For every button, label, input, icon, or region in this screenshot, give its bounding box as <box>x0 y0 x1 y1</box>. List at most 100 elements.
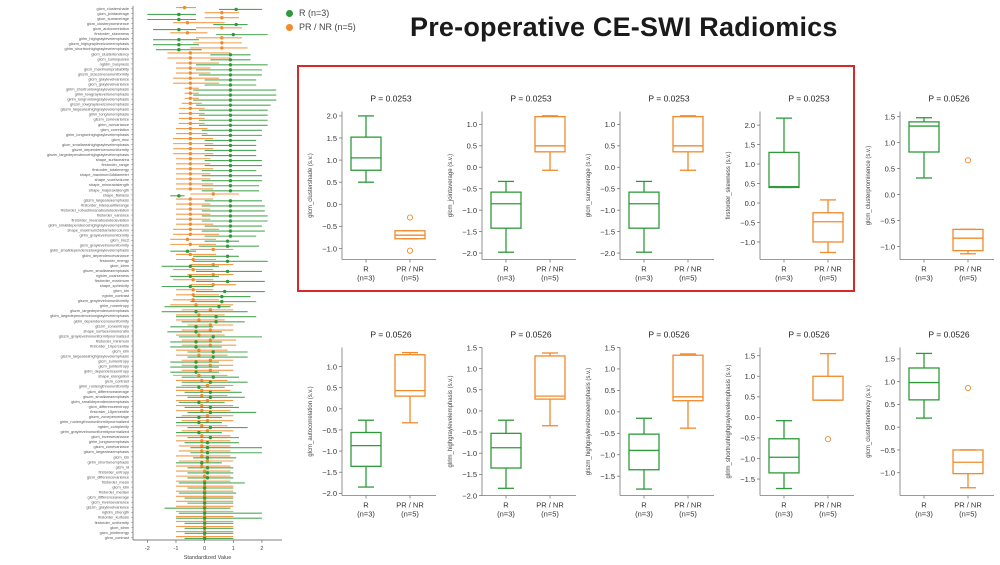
forest-point-r <box>228 219 233 223</box>
x-tick-label: PR / NR <box>396 501 424 510</box>
forest-point-r <box>202 526 207 531</box>
forest-row: glszm_graylevelvariance <box>86 504 234 510</box>
forest-feature-label: glcm_smallareahighgraylevelemphasis <box>62 142 129 147</box>
forest-point-r <box>202 521 207 525</box>
forest-feature-label: firstorder_15percentile <box>90 409 129 414</box>
forest-point-r <box>214 320 218 324</box>
x-tick-sublabel: (n=3) <box>357 510 375 519</box>
forest-point-prnr <box>185 21 190 25</box>
x-tick-sublabel: (n=5) <box>819 274 837 283</box>
forest-row: glszm_dependencenonuniformity <box>72 146 257 153</box>
forest-point-prnr <box>188 222 193 226</box>
x-tick-sublabel: (n=3) <box>775 510 793 519</box>
x-tick-label: PR / NR <box>954 265 982 274</box>
forest-point-r <box>177 42 181 47</box>
forest-point-prnr <box>188 81 193 85</box>
x-tick-label: R <box>363 265 369 274</box>
forest-point-prnr <box>200 454 204 458</box>
y-tick-label: −2.0 <box>322 489 337 498</box>
forest-point-prnr <box>205 459 210 463</box>
forest-point-r <box>205 466 210 470</box>
forest-point-r <box>228 234 233 238</box>
x-tick-sublabel: (n=5) <box>541 510 559 519</box>
x-tick-sublabel: (n=3) <box>635 510 653 519</box>
forest-row: glszm_graylevelnonuniformity <box>78 298 257 304</box>
forest-feature-label: glrlm_longrunhighgraylevelemphasis <box>66 132 129 137</box>
y-tick-label: −1.0 <box>462 206 477 215</box>
y-tick-label: 0.0 <box>327 405 337 414</box>
forest-point-r <box>202 531 207 536</box>
forest-point-r <box>228 53 233 57</box>
iqr-box <box>908 367 940 401</box>
forest-feature-label: gldm_dependencevariance <box>82 253 129 258</box>
forest-point-r <box>234 7 238 12</box>
forest-point-r <box>211 350 215 354</box>
forest-point-r <box>205 456 210 460</box>
y-axis-label: glcm_clusterprominence (s.v.) <box>866 146 872 226</box>
forest-feature-label: glszm_largeareaemphasis <box>84 197 129 202</box>
forest-point-prnr <box>188 187 193 191</box>
forest-row: ngtdm_contrast <box>102 293 251 299</box>
forest-point-prnr <box>188 172 193 176</box>
p-value-label: P = 0.0526 <box>788 330 829 340</box>
y-tick-label: 1.0 <box>885 377 895 386</box>
forest-point-prnr <box>188 162 193 166</box>
forest-point-prnr <box>197 348 201 352</box>
forest-row: glcm_jointenergy <box>100 529 234 536</box>
forest-row: glcm_idmn <box>110 262 234 269</box>
forest-row: firstorder_15percentile <box>90 408 257 415</box>
y-tick-label: −0.5 <box>600 185 615 194</box>
forest-point-r <box>211 335 215 339</box>
iqr-box <box>672 354 704 402</box>
box-r <box>490 419 522 489</box>
forest-feature-label: glcm_graylevelvariance <box>88 76 129 81</box>
forest-row: firstorder_meanabsolutedeviation <box>71 217 268 223</box>
x-tick-label: PR / NR <box>814 501 842 510</box>
x-tick-label: PR / NR <box>674 501 702 510</box>
forest-feature-label: glcm_graylevelnonuniformity <box>80 243 129 248</box>
y-tick-label: −0.5 <box>462 185 477 194</box>
forest-point-prnr <box>188 212 193 216</box>
forest-row: shape_sphericity <box>100 282 237 289</box>
forest-row: glcm_differenceentropy <box>89 403 240 410</box>
forest-row: glcm_idm <box>112 484 234 490</box>
iqr-box <box>534 355 566 400</box>
y-tick-label: −1.0 <box>600 451 615 460</box>
forest-feature-label: shape_surfacearea <box>96 157 130 162</box>
p-value-label: P = 0.0526 <box>928 94 969 104</box>
forest-point-r <box>225 254 230 258</box>
forest-point-prnr <box>188 51 193 55</box>
forest-point-r <box>202 496 207 500</box>
forest-point-r <box>228 88 233 92</box>
forest-row: firstorder_minimum <box>96 338 237 344</box>
legend-dot-r <box>286 9 293 17</box>
forest-point-prnr <box>188 96 193 100</box>
x-tick-sublabel: (n=5) <box>679 274 697 283</box>
forest-feature-label: glcm_contrast <box>105 379 130 384</box>
forest-feature-label: firstorder_entropy <box>99 469 130 474</box>
y-tick-label: −0.5 <box>600 429 615 438</box>
box-prnr <box>672 115 704 171</box>
forest-row: glcm_graylevelnonuniformity <box>80 242 260 248</box>
y-tick-label: 0.0 <box>885 423 895 432</box>
outlier-point <box>406 214 414 221</box>
forest-point-r <box>228 93 233 97</box>
forest-x-axis-label: Standardized Value <box>184 555 232 561</box>
forest-feature-label: glrlm_longrunlowgraylevelemphasis <box>67 97 129 102</box>
y-tick-label: 2.0 <box>327 112 337 121</box>
forest-point-r <box>197 400 201 405</box>
legend-dot-prnr <box>286 23 293 31</box>
y-tick-label: 1.5 <box>745 140 755 149</box>
forest-feature-label: glcm_clustershade <box>97 6 129 11</box>
forest-row: glcm_sumentropy <box>98 358 234 364</box>
y-tick-label: 0.5 <box>327 383 337 392</box>
forest-feature-label: firstorder_meanabsolutedeviation <box>71 218 129 223</box>
y-tick-label: −2.0 <box>462 249 477 258</box>
forest-row: glrlm_graylevelnonuniformitynormalized <box>60 429 234 435</box>
y-tick-label: −0.5 <box>880 216 895 225</box>
forest-row: glcm_contrast <box>105 378 248 384</box>
forest-row: glcm_graylevelvariance <box>88 81 257 87</box>
forest-point-r <box>228 209 233 213</box>
x-tick-label: PR / NR <box>536 265 564 274</box>
forest-row: glszm_zonevariance <box>94 444 262 450</box>
